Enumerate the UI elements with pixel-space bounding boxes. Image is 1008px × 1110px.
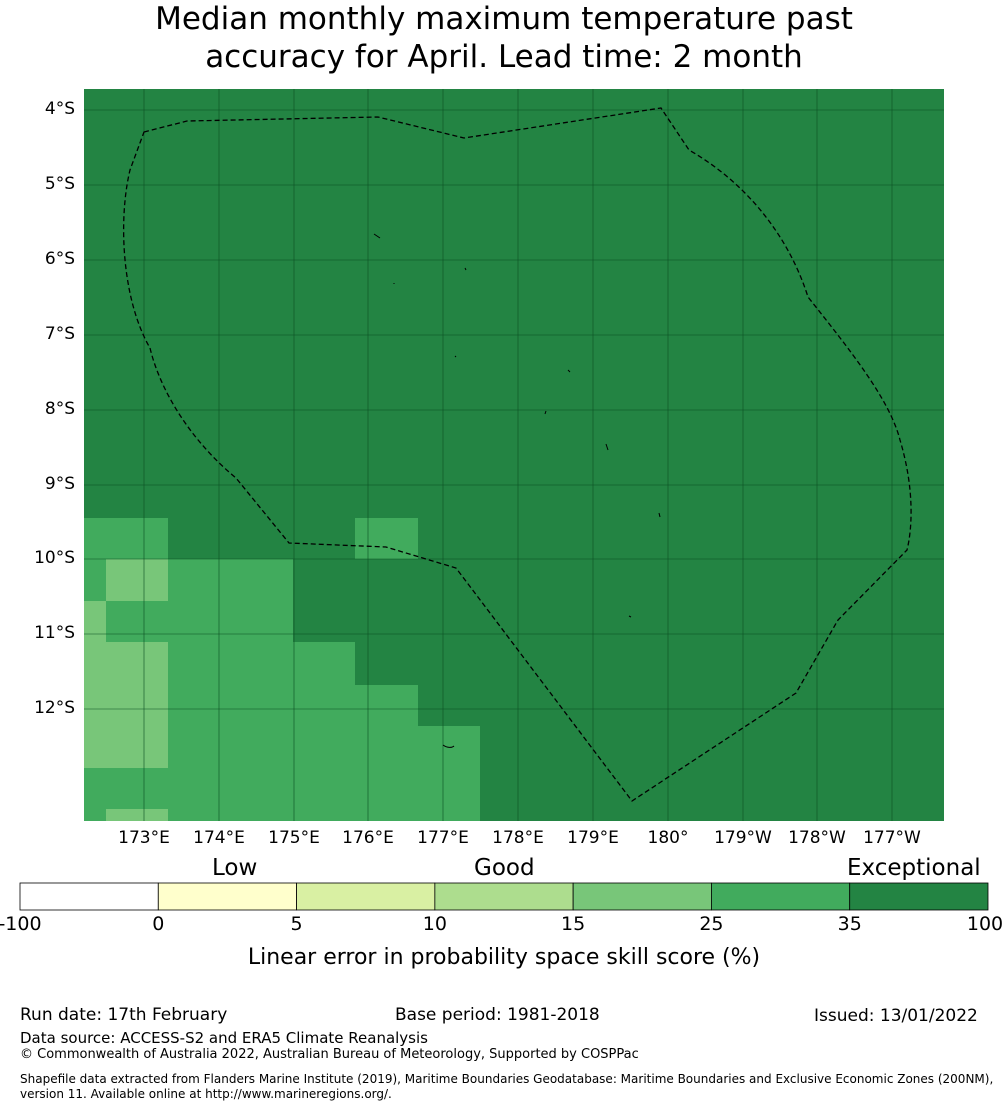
island	[464, 267, 467, 271]
colorbar-segment	[157, 882, 297, 911]
graticule	[84, 89, 944, 821]
longitude-label: 179°E	[567, 828, 619, 848]
longitude-label: 174°E	[193, 828, 245, 848]
latitude-label: 10°S	[34, 548, 75, 568]
colorbar-segment	[434, 882, 574, 911]
skill-cell	[84, 809, 106, 821]
colorbar-tick-label: -100	[0, 913, 42, 935]
colorbar-tick-label: 35	[837, 913, 862, 935]
island	[658, 512, 661, 518]
longitude-label: 178°W	[788, 828, 846, 848]
latitude-label: 6°S	[44, 249, 75, 269]
longitude-label: 179°W	[714, 828, 772, 848]
latitude-label: 5°S	[44, 174, 75, 194]
skill-cell	[168, 726, 480, 768]
latitude-label: 4°S	[44, 99, 75, 119]
skill-cell	[84, 601, 106, 642]
eez-boundary	[122, 107, 912, 802]
skill-cell	[84, 642, 168, 768]
latitude-label: 12°S	[34, 698, 75, 718]
base-period: Base period: 1981-2018	[395, 1005, 600, 1025]
latitude-label: 8°S	[44, 399, 75, 419]
colorbar-label: Linear error in probability space skill …	[247, 945, 761, 970]
island	[373, 233, 381, 239]
title-line-1: Median monthly maximum temperature past	[155, 1, 853, 37]
skill-cell	[106, 601, 293, 642]
longitude-label: 177°E	[417, 828, 469, 848]
skill-cell	[355, 518, 418, 559]
colorbar-segment	[849, 882, 989, 911]
skill-cell	[106, 809, 168, 821]
colorbar-tick-label: 25	[699, 913, 724, 935]
data-source: Data source: ACCESS-S2 and ERA5 Climate …	[20, 1029, 428, 1047]
longitude-label: 177°W	[863, 828, 921, 848]
colorbar-tick-label: 0	[152, 913, 165, 935]
colorbar	[19, 882, 989, 911]
skill-cell	[84, 559, 106, 601]
island	[544, 410, 547, 415]
category-exceptional: Exceptional	[847, 855, 981, 881]
island	[628, 615, 632, 618]
map-title: Median monthly maximum temperature past …	[0, 0, 1008, 76]
longitude-label: 175°E	[268, 828, 320, 848]
island	[605, 443, 609, 451]
latitude-label: 7°S	[44, 324, 75, 344]
skill-cell	[168, 642, 355, 685]
latitude-label: 9°S	[44, 474, 75, 494]
longitude-label: 173°E	[118, 828, 170, 848]
category-good: Good	[474, 855, 535, 881]
colorbar-segment	[296, 882, 436, 911]
island	[454, 355, 457, 358]
skill-cell	[84, 768, 480, 809]
colorbar-tick-label: 100	[966, 913, 1004, 935]
issued-date: Issued: 13/01/2022	[814, 1006, 978, 1026]
copyright: © Commonwealth of Australia 2022, Austra…	[20, 1047, 639, 1062]
colorbar-tick-label: 10	[422, 913, 447, 935]
longitude-label: 178°E	[492, 828, 544, 848]
skill-cell	[84, 518, 168, 559]
skill-cell	[106, 559, 168, 601]
title-line-2: accuracy for April. Lead time: 2 month	[205, 39, 803, 75]
colorbar-tick-label: 5	[290, 913, 303, 935]
colorbar-segment	[711, 882, 851, 911]
latitude-label: 11°S	[34, 623, 75, 643]
longitude-label: 180°	[647, 828, 689, 848]
skill-grid	[84, 89, 944, 821]
skill-cell	[168, 559, 293, 601]
island	[442, 744, 455, 748]
colorbar-tick-label: 15	[561, 913, 586, 935]
longitude-label: 176°E	[342, 828, 394, 848]
colorbar-segment	[572, 882, 712, 911]
shapefile-credit-1: Shapefile data extracted from Flanders M…	[20, 1072, 994, 1086]
run-date: Run date: 17th February	[20, 1005, 228, 1025]
shapefile-credit-2: version 11. Available online at http://w…	[20, 1087, 392, 1101]
colorbar-segment	[19, 882, 159, 911]
skill-cell	[168, 809, 480, 821]
islands	[373, 233, 661, 748]
island	[567, 369, 571, 373]
category-low: Low	[212, 855, 258, 881]
skill-cell	[168, 685, 418, 726]
